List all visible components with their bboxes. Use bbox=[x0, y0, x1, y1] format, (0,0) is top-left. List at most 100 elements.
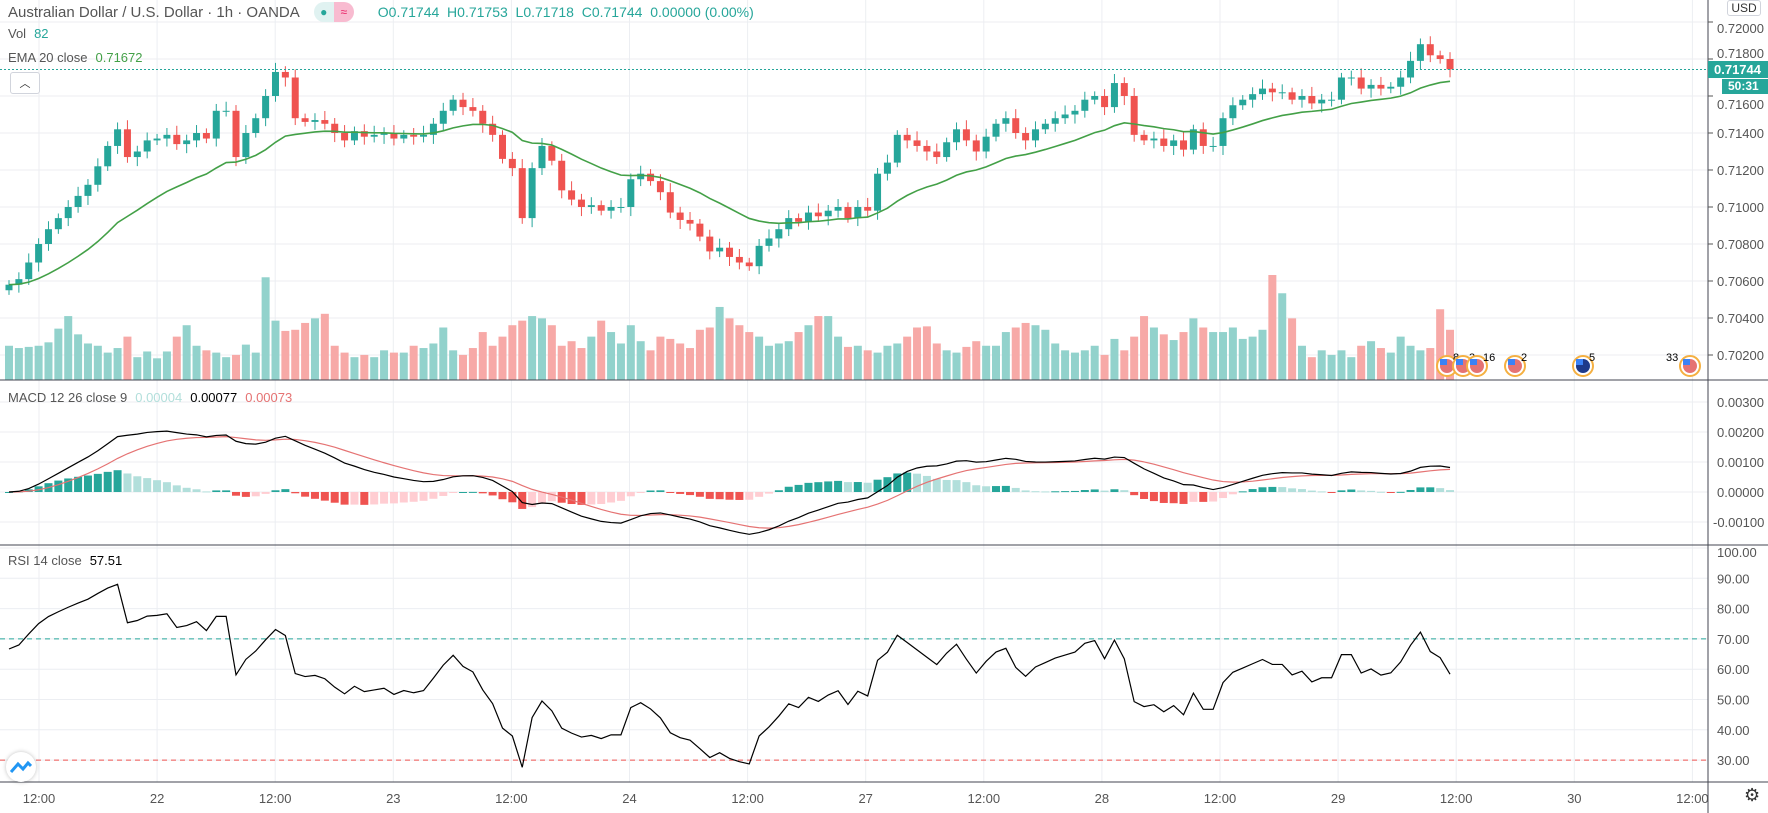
macd-histogram-bar bbox=[755, 492, 764, 497]
macd-histogram-bar bbox=[281, 489, 290, 492]
volume-bar bbox=[1179, 332, 1188, 380]
candle-body bbox=[953, 129, 961, 143]
currency-button[interactable]: USD bbox=[1727, 0, 1761, 16]
volume-bar bbox=[83, 343, 92, 380]
candle-body bbox=[1180, 140, 1188, 150]
macd-histogram-bar bbox=[83, 475, 92, 492]
volume-bar bbox=[784, 341, 793, 380]
event-count: 33 bbox=[1666, 352, 1678, 364]
macd-histogram-bar bbox=[1278, 487, 1287, 492]
macd-histogram-bar bbox=[241, 492, 250, 497]
candle-body bbox=[627, 179, 635, 207]
flag-canton bbox=[1456, 359, 1463, 365]
symbol-title[interactable]: Australian Dollar / U.S. Dollar · 1h · O… bbox=[8, 3, 300, 21]
volume-bar bbox=[962, 346, 971, 380]
volume-bar bbox=[616, 343, 625, 380]
macd-histogram-bar bbox=[1061, 491, 1070, 493]
volume-bar bbox=[44, 342, 53, 380]
volume-bar bbox=[212, 352, 221, 380]
volume-bar bbox=[202, 350, 211, 380]
volume-bar bbox=[735, 325, 744, 380]
symbol-header: Australian Dollar / U.S. Dollar · 1h · O… bbox=[8, 2, 754, 22]
volume-bar bbox=[863, 350, 872, 380]
candle-body bbox=[804, 212, 812, 222]
candle-body bbox=[854, 207, 862, 219]
volume-bar bbox=[1288, 318, 1297, 380]
volume-bar bbox=[567, 341, 576, 380]
candle-body bbox=[94, 166, 102, 185]
candle-body bbox=[755, 245, 763, 267]
candle-body bbox=[676, 212, 684, 220]
macd-histogram-bar bbox=[1041, 491, 1050, 493]
flag-canton bbox=[1683, 359, 1690, 365]
volume-bar bbox=[1090, 345, 1099, 380]
volume-bar bbox=[449, 350, 458, 380]
axis-labels[interactable]: 0.72000 0.71800 0.71600 0.71400 0.71200 0.710… bbox=[23, 21, 1765, 806]
candle-body bbox=[291, 77, 299, 119]
candle-body bbox=[518, 168, 526, 219]
volume-bar bbox=[1100, 354, 1109, 380]
flag-canton bbox=[1576, 359, 1583, 365]
time-tick-label: 22 bbox=[150, 791, 164, 806]
candle-body bbox=[686, 219, 694, 224]
volume-bar bbox=[360, 354, 369, 380]
volume-legend[interactable]: Vol 82 bbox=[8, 26, 49, 41]
macd-histogram-bar bbox=[429, 492, 438, 499]
macd-legend[interactable]: MACD 12 26 close 9 0.00004 0.00077 0.00073 bbox=[8, 390, 292, 405]
tradingview-logo[interactable] bbox=[6, 752, 36, 782]
candle-body bbox=[1002, 118, 1010, 124]
candle-body bbox=[647, 173, 655, 182]
volume-bar bbox=[774, 343, 783, 380]
candle-body bbox=[824, 210, 832, 217]
time-tick-label: 12:00 bbox=[1676, 791, 1709, 806]
candle-body bbox=[183, 140, 191, 145]
macd-histogram-bar bbox=[261, 492, 270, 494]
macd-histogram-bar bbox=[725, 492, 734, 500]
volume-bar bbox=[310, 318, 319, 380]
ema-legend[interactable]: EMA 20 close 0.71672 bbox=[8, 50, 143, 65]
candle-body bbox=[1012, 118, 1020, 133]
volume-bar bbox=[1327, 354, 1336, 380]
rsi-tick-label: 50.00 bbox=[1717, 693, 1750, 708]
candle-body bbox=[538, 145, 546, 169]
macd-histogram-bar bbox=[518, 492, 527, 509]
economic-events[interactable]: 83162533 bbox=[1436, 352, 1701, 377]
candle-body bbox=[479, 110, 487, 124]
volume-bar bbox=[666, 338, 675, 380]
candle-body bbox=[311, 120, 319, 122]
status-pill[interactable]: ● ≈ bbox=[313, 2, 354, 22]
macd-histogram-bar bbox=[1327, 492, 1336, 493]
volume-bar bbox=[1051, 343, 1060, 380]
volume-bar bbox=[64, 316, 73, 380]
volume-bar bbox=[1317, 350, 1326, 380]
event-count: 16 bbox=[1483, 352, 1495, 364]
candle-body bbox=[834, 207, 842, 211]
gear-icon[interactable]: ⚙ bbox=[1744, 785, 1761, 805]
macd-histogram-bar bbox=[498, 492, 507, 500]
volume-bar bbox=[577, 348, 586, 380]
volume-bar bbox=[676, 343, 685, 380]
volume-bar bbox=[399, 352, 408, 380]
candle-body bbox=[666, 192, 674, 213]
candle-body bbox=[252, 118, 260, 133]
time-tick-label: 12:00 bbox=[495, 791, 528, 806]
volume-bar bbox=[34, 345, 43, 380]
candle-body bbox=[1328, 99, 1336, 101]
candle-body bbox=[271, 71, 279, 96]
macd-histogram-bar bbox=[1149, 492, 1158, 502]
macd-histogram-bar bbox=[1376, 491, 1385, 493]
macd-tick-label: 0.00200 bbox=[1717, 425, 1764, 440]
rsi-legend[interactable]: RSI 14 close 57.51 bbox=[8, 553, 122, 568]
volume-bar bbox=[705, 327, 714, 380]
macd-histogram-bar bbox=[1110, 489, 1119, 492]
volume-bar bbox=[903, 336, 912, 380]
candle-body bbox=[982, 136, 990, 152]
volume-bar bbox=[745, 332, 754, 380]
volume-bar bbox=[103, 352, 112, 380]
candle-body bbox=[1031, 129, 1039, 141]
candle-body bbox=[607, 207, 615, 211]
volume-bar bbox=[942, 350, 951, 380]
rsi-label: RSI 14 close bbox=[8, 553, 82, 568]
collapse-legend-button[interactable]: ︿ bbox=[10, 72, 40, 94]
